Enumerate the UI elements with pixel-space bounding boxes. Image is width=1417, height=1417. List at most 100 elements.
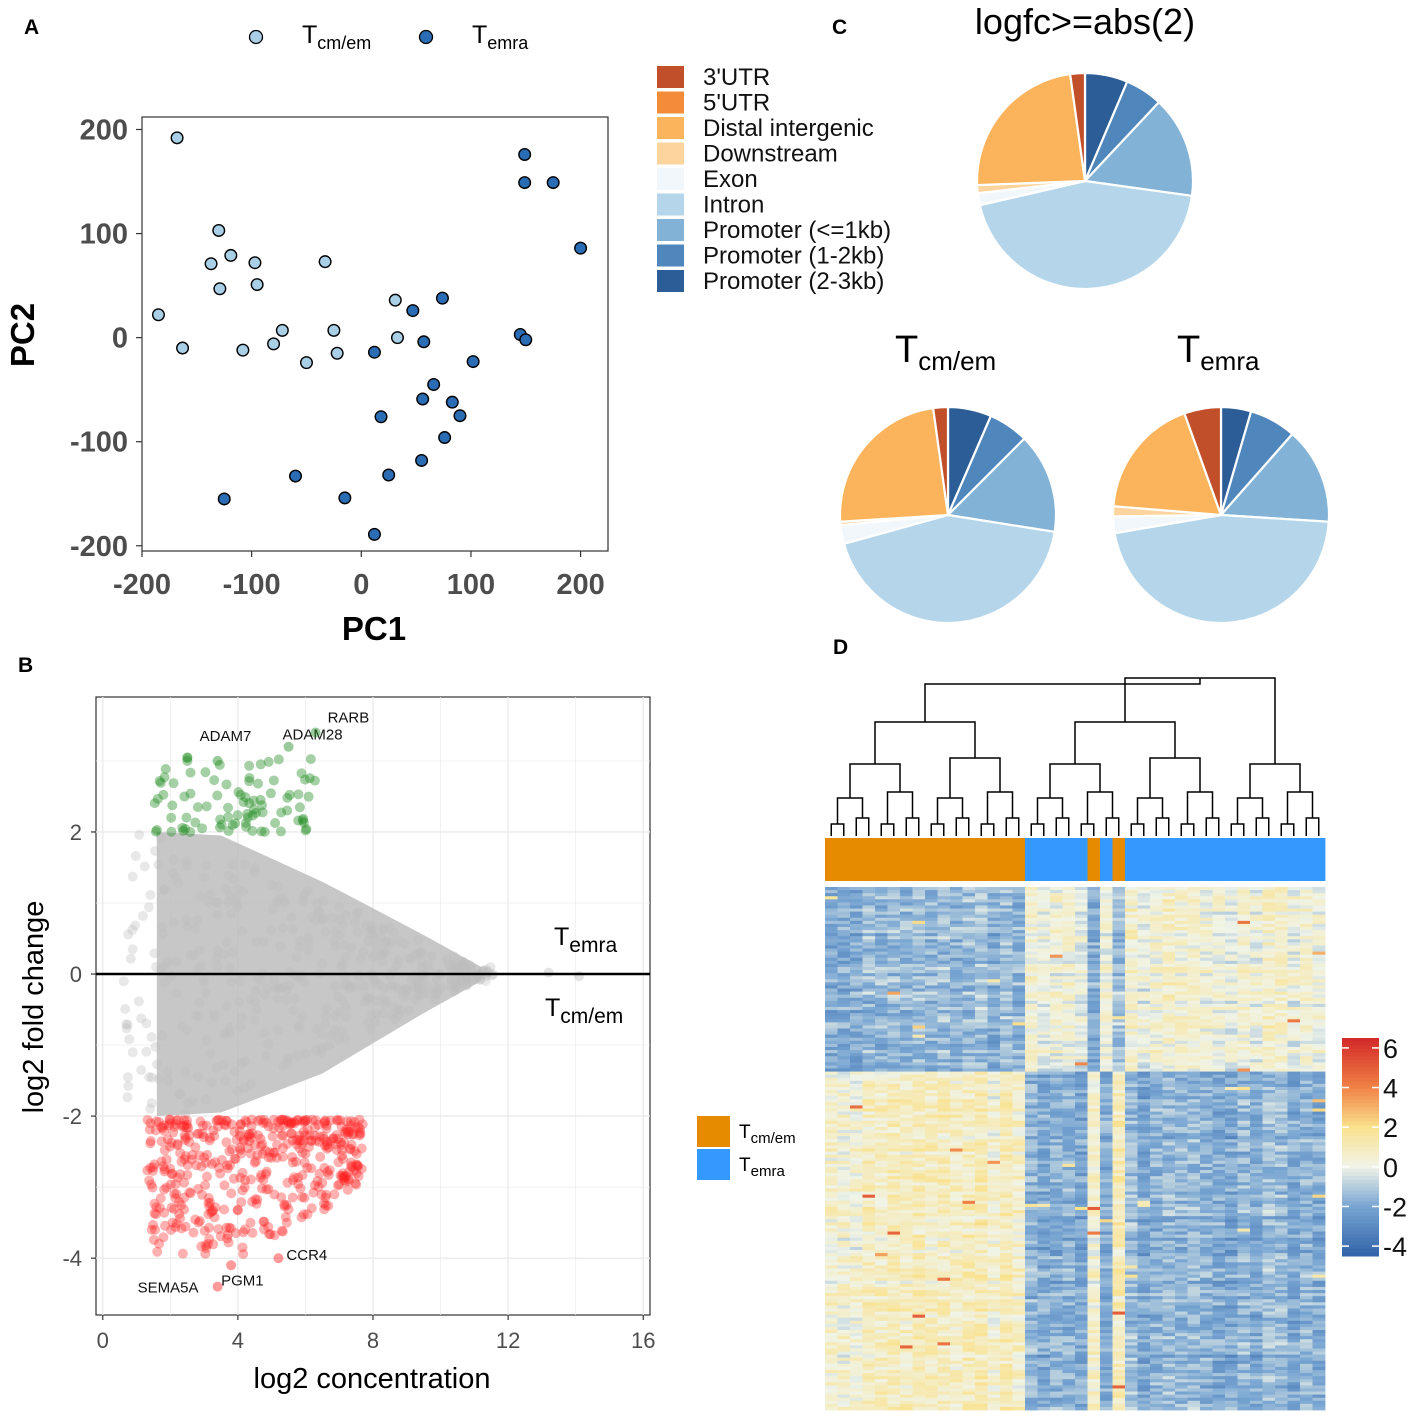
heatmap-cell [1250,1031,1263,1036]
heatmap-cell [900,954,913,959]
heatmap-cell [1137,908,1151,913]
heatmap-cell [987,1126,1001,1131]
heatmap-cell [912,893,926,897]
ma-point-up [255,794,266,805]
heatmap-cell [1225,970,1238,974]
ma-point-down [194,1150,205,1161]
heatmap-cell [1137,1120,1151,1125]
ma-point-down [180,1151,191,1162]
heatmap-cell [1225,963,1238,968]
ma-point-ns [124,1034,135,1045]
heatmap-cell [1262,1170,1276,1174]
heatmap-cell [1025,1145,1038,1149]
heatmap-cell [1237,1050,1251,1054]
heatmap-cell [1175,1056,1188,1060]
heatmap-cell [1225,1056,1238,1060]
heatmap-cell [987,976,1001,980]
heatmap-cell [1012,1170,1026,1174]
heatmap-cell [1287,1043,1301,1048]
heatmap-cell [912,948,926,953]
heatmap-cell [1200,1053,1213,1057]
heatmap-cell [1112,887,1126,891]
heatmap-cell [1075,908,1088,913]
heatmap-cell [1112,945,1126,949]
heatmap-cell [862,1102,876,1106]
heatmap-cell [875,911,888,916]
heatmap-cell [975,926,988,931]
heatmap-cell [1287,939,1301,943]
ma-point-up [182,752,193,763]
ma-point-up [214,822,225,833]
heatmap-cell [837,917,851,922]
ma-point-down [234,1126,245,1137]
heatmap-cell [887,957,901,962]
heatmap-cell [912,982,926,986]
heatmap-cell [1037,985,1051,989]
heatmap-cell [1200,1157,1213,1162]
heatmap-cell [1175,948,1188,953]
heatmap-cell [1225,954,1238,959]
heatmap-cell [1312,1154,1326,1159]
heatmap-cell [1100,926,1113,931]
heatmap-cell [887,1120,901,1125]
heatmap-cell [1050,1130,1063,1134]
ma-point-down [291,1135,302,1146]
heatmap-cell [1112,1056,1126,1060]
heatmap-cell [887,951,901,956]
heatmap-cell [1100,1006,1113,1011]
heatmap-cell [825,1086,838,1091]
ma-point-down [346,1139,357,1150]
heatmap-cell [1112,966,1126,971]
heatmap-cell [1125,1099,1138,1103]
heatmap-cell [1025,1003,1038,1008]
heatmap-cell [975,1065,988,1069]
heatmap-cell [1125,1145,1138,1149]
ma-point-ns [310,1045,321,1056]
heatmap-cell [1025,1148,1038,1152]
heatmap-cell [1312,963,1326,968]
heatmap-cell [1312,1126,1326,1131]
heatmap-cell [1162,1096,1176,1100]
heatmap-cell [875,1071,888,1076]
heatmap-cell [1050,899,1063,903]
heatmap-cell [1112,1040,1126,1045]
heatmap-cell [825,1096,838,1100]
heatmap-cell [1000,1148,1013,1152]
heatmap-cell [875,905,888,909]
heatmap-cell [1075,1013,1088,1017]
heatmap-cell [1125,994,1138,999]
heatmap-cell [912,905,926,909]
heatmap-cell [1162,1145,1176,1149]
heatmap-cell [950,1034,963,1039]
heatmap-cell [825,1154,838,1159]
heatmap-cell [1275,1096,1288,1100]
ma-point-down [319,1116,330,1127]
ma-point-down [319,1118,330,1129]
heatmap-cell [1187,1142,1201,1146]
heatmap-cell [1200,1074,1213,1079]
heatmap-cell [837,942,851,946]
heatmap-cell [875,1173,888,1177]
ma-point-up [221,779,232,790]
ma-point-down [159,1164,170,1175]
heatmap-cell [1087,1154,1101,1159]
heatmap-cell [900,973,913,977]
heatmap-cell [1212,1160,1226,1165]
heatmap-cell [862,1028,876,1032]
ma-point-down [158,1120,169,1131]
ma-point-ns [134,829,145,840]
heatmap-cell [1037,1068,1051,1072]
ma-point-down [269,1147,280,1158]
heatmap-cell [937,991,951,996]
heatmap-cell [1187,994,1201,999]
heatmap-cell [850,1013,863,1017]
heatmap-cell [937,1114,951,1119]
heatmap-cell [1112,991,1126,996]
ma-point-down [144,1175,155,1186]
heatmap-cell [1250,1006,1263,1011]
ma-point-down [279,1201,290,1212]
heatmap-cell [837,1096,851,1100]
heatmap-cell [1125,1031,1138,1036]
ma-point-down [345,1116,356,1127]
ma-point-down [237,1185,248,1196]
